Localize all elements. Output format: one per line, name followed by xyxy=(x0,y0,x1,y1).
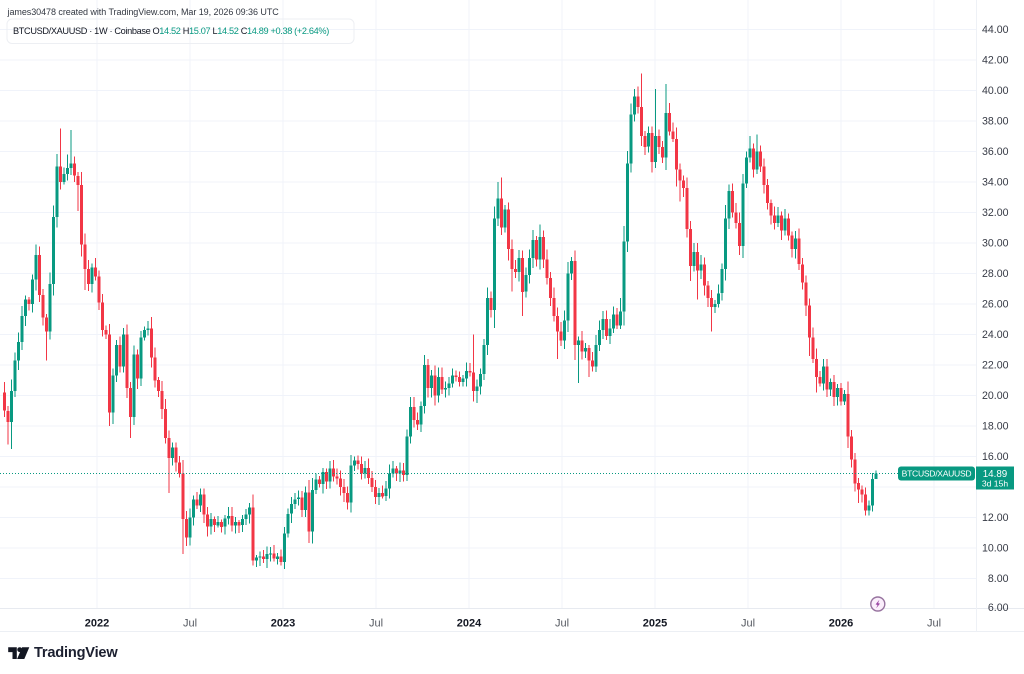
svg-text:16.00: 16.00 xyxy=(982,451,1009,463)
svg-text:6.00: 6.00 xyxy=(988,602,1009,614)
svg-text:38.00: 38.00 xyxy=(982,115,1009,127)
svg-text:2022: 2022 xyxy=(85,618,109,630)
svg-text:14.89: 14.89 xyxy=(983,469,1008,480)
svg-text:44.00: 44.00 xyxy=(982,24,1009,36)
svg-text:3d 15h: 3d 15h xyxy=(982,479,1009,489)
svg-text:2026: 2026 xyxy=(829,618,853,630)
svg-text:30.00: 30.00 xyxy=(982,237,1009,249)
svg-text:8.00: 8.00 xyxy=(988,573,1009,585)
svg-text:36.00: 36.00 xyxy=(982,146,1009,158)
svg-text:james30478 created with Tradin: james30478 created with TradingView.com,… xyxy=(7,7,280,17)
svg-text:BTCUSD/XAUUSD · 1W · Coinbase: BTCUSD/XAUUSD · 1W · Coinbase xyxy=(13,26,151,36)
svg-text:2024: 2024 xyxy=(457,618,482,630)
svg-text:10.00: 10.00 xyxy=(982,543,1009,555)
svg-text:12.00: 12.00 xyxy=(982,512,1009,524)
svg-text:Jul: Jul xyxy=(183,618,197,630)
svg-text:BTCUSD/XAUUSD: BTCUSD/XAUUSD xyxy=(902,469,972,479)
svg-text:2023: 2023 xyxy=(271,618,295,630)
svg-text:26.00: 26.00 xyxy=(982,298,1009,310)
svg-text:Jul: Jul xyxy=(741,618,755,630)
svg-text:42.00: 42.00 xyxy=(982,54,1009,66)
svg-text:24.00: 24.00 xyxy=(982,329,1009,341)
svg-text:20.00: 20.00 xyxy=(982,390,1009,402)
svg-text:Jul: Jul xyxy=(369,618,383,630)
svg-text:O14.52 H15.07 L14.52 C14.89 +0: O14.52 H15.07 L14.52 C14.89 +0.38 (+2.64… xyxy=(153,26,330,36)
svg-text:34.00: 34.00 xyxy=(982,176,1009,188)
svg-text:TradingView: TradingView xyxy=(34,645,118,661)
svg-text:Jul: Jul xyxy=(555,618,569,630)
svg-text:Jul: Jul xyxy=(927,618,941,630)
svg-text:2025: 2025 xyxy=(643,618,667,630)
svg-text:28.00: 28.00 xyxy=(982,268,1009,280)
svg-text:32.00: 32.00 xyxy=(982,207,1009,219)
svg-text:18.00: 18.00 xyxy=(982,421,1009,433)
svg-text:40.00: 40.00 xyxy=(982,85,1009,97)
svg-text:22.00: 22.00 xyxy=(982,360,1009,372)
